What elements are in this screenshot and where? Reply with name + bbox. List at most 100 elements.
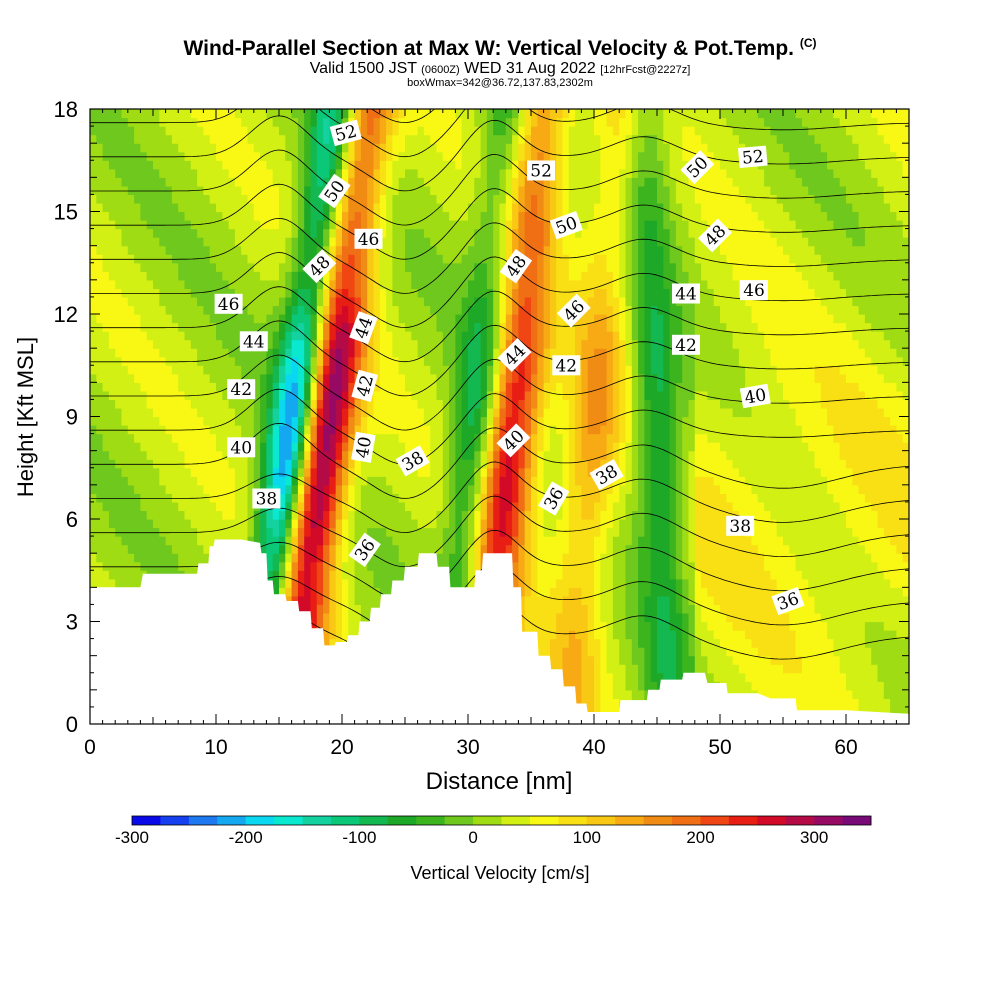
field-cell <box>335 510 343 520</box>
field-cell <box>499 407 507 418</box>
field-cell <box>203 407 211 418</box>
field-cell <box>379 314 387 324</box>
field-cell <box>90 288 97 298</box>
field-cell <box>430 296 438 307</box>
field-cell <box>405 168 412 178</box>
field-cell <box>115 339 123 349</box>
field-cell <box>405 237 412 247</box>
field-cell <box>461 570 469 580</box>
field-cell <box>285 117 293 127</box>
field-cell <box>260 143 267 153</box>
field-cell <box>253 425 261 435</box>
field-cell <box>493 237 501 247</box>
field-cell <box>342 578 349 588</box>
field-cell <box>115 519 123 529</box>
field-cell <box>392 177 400 187</box>
field-cell <box>279 356 286 366</box>
field-cell <box>518 373 526 383</box>
field-cell <box>505 382 513 392</box>
field-cell <box>178 151 186 161</box>
field-cell <box>222 501 230 512</box>
field-cell <box>304 604 312 614</box>
field-cell <box>127 194 135 204</box>
field-cell <box>165 484 173 494</box>
field-cell <box>266 262 274 272</box>
field-cell <box>480 117 488 127</box>
field-cell <box>354 177 362 187</box>
field-cell <box>518 612 526 623</box>
field-cell <box>184 262 192 272</box>
field-cell <box>493 501 501 512</box>
field-cell <box>392 365 400 375</box>
field-cell <box>171 322 179 332</box>
field-cell <box>310 416 318 426</box>
field-cell <box>518 561 526 571</box>
field-cell <box>134 288 141 298</box>
field-cell <box>486 501 494 512</box>
field-cell <box>253 510 261 520</box>
field-cell <box>260 228 267 238</box>
field-cell <box>480 356 488 366</box>
field-cell <box>493 271 501 281</box>
field-cell <box>266 185 274 196</box>
field-cell <box>411 484 419 494</box>
field-cell <box>417 151 425 161</box>
field-cell <box>115 151 123 161</box>
field-cell <box>272 202 280 213</box>
field-cell <box>253 407 261 418</box>
field-cell <box>304 237 312 247</box>
field-cell <box>310 382 318 392</box>
field-cell <box>392 348 400 358</box>
field-cell <box>272 185 280 196</box>
field-cell <box>316 365 324 375</box>
field-cell <box>228 160 236 170</box>
field-cell <box>115 484 123 494</box>
field-cell <box>449 484 456 494</box>
field-cell <box>247 245 255 255</box>
field-cell <box>121 314 129 324</box>
field-cell <box>90 544 97 554</box>
field-cell <box>316 117 324 127</box>
field-cell <box>146 168 154 178</box>
field-cell <box>379 442 387 452</box>
field-cell <box>411 160 419 170</box>
field-cell <box>241 348 249 358</box>
field-cell <box>423 510 431 520</box>
field-cell <box>354 476 362 486</box>
field-cell <box>480 425 488 435</box>
field-cell <box>316 220 324 230</box>
field-cell <box>134 245 141 255</box>
field-cell <box>209 536 217 546</box>
field-cell <box>354 194 362 204</box>
field-cell <box>386 570 393 580</box>
field-cell <box>102 331 110 341</box>
field-cell <box>405 484 412 494</box>
field-cell <box>461 339 469 349</box>
field-cell <box>417 339 425 349</box>
field-cell <box>184 476 192 486</box>
field-cell <box>291 143 299 153</box>
field-cell <box>518 331 526 341</box>
field-cell <box>108 331 116 341</box>
field-cell <box>436 450 444 460</box>
field-cell <box>417 160 425 170</box>
field-cell <box>90 450 97 460</box>
field-cell <box>360 202 368 213</box>
field-cell <box>379 194 387 204</box>
field-cell <box>140 305 148 315</box>
field-cell <box>260 519 267 529</box>
field-cell <box>335 433 343 443</box>
field-cell <box>486 399 494 409</box>
field-cell <box>342 450 349 460</box>
field-cell <box>423 390 431 401</box>
field-cell <box>373 254 381 264</box>
field-cell <box>505 399 513 409</box>
field-cell <box>329 109 337 119</box>
field-cell <box>260 536 267 546</box>
field-cell <box>134 305 141 315</box>
field-cell <box>486 356 494 366</box>
field-cell <box>512 151 519 161</box>
field-cell <box>279 296 286 307</box>
field-cell <box>367 519 375 529</box>
field-cell <box>398 544 406 554</box>
